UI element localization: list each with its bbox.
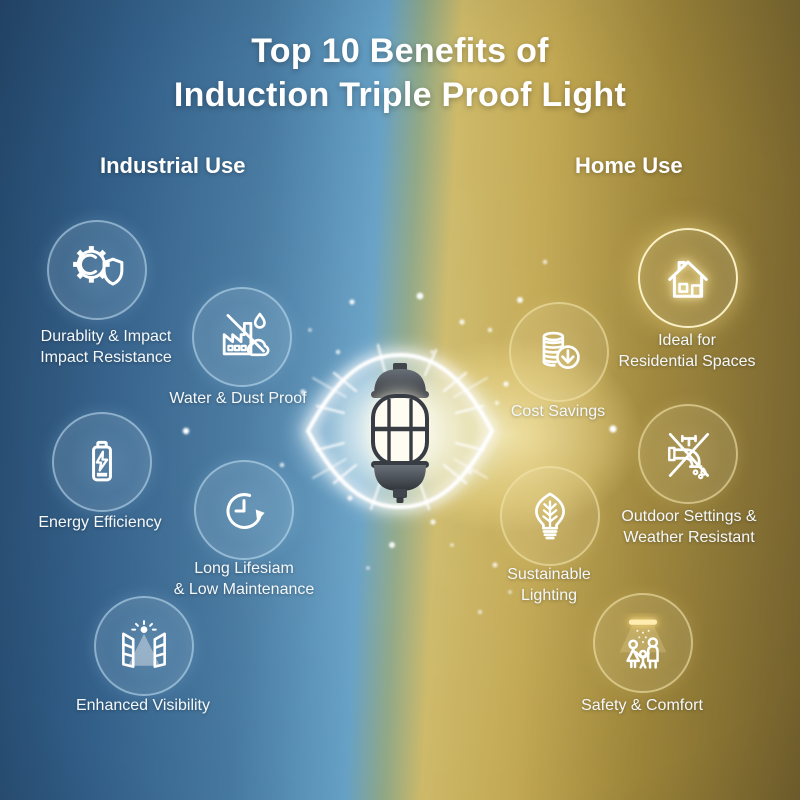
- section-header-industrial: Industrial Use: [100, 153, 246, 178]
- starburst-rays: [312, 343, 488, 511]
- benefit-savings-label: Cost Savings: [510, 403, 606, 420]
- no-water-faucet-icon: [658, 424, 718, 484]
- benefit-waterproof-label: Water & Dust Proof: [169, 390, 307, 407]
- family-light-icon: [619, 619, 667, 673]
- flare-left: [155, 427, 218, 435]
- benefit-outdoor-node: [638, 404, 738, 504]
- lens-outline: [305, 352, 495, 510]
- benefit-sustainable-label: Sustainable Lighting: [507, 566, 591, 605]
- benefit-visibility-node: [94, 596, 194, 696]
- benefit-waterproof-node: [192, 287, 292, 387]
- benefit-residential-node: [638, 228, 738, 328]
- page-title: Top 10 Benefits of Induction Triple Proo…: [0, 30, 800, 117]
- eco-bulb-icon: [520, 486, 580, 546]
- core-glow-bloom: [300, 330, 500, 530]
- benefit-sustainable-node: [500, 466, 600, 566]
- benefit-lifespan-node: [194, 460, 294, 560]
- benefit-energy-node: [52, 412, 152, 512]
- coins-savings-icon: [529, 322, 589, 382]
- house-icon: [658, 248, 718, 308]
- benefit-lifespan-label: Long Lifesiam & Low Maintenance: [173, 560, 315, 599]
- triple-proof-lamp: [371, 363, 429, 503]
- benefit-safety-label: Safety & Comfort: [581, 697, 703, 714]
- gear-shield-icon: [67, 240, 127, 300]
- benefit-savings-node: [509, 302, 609, 402]
- title-line-2: Induction Triple Proof Light: [173, 75, 627, 114]
- clock-history-icon: [214, 480, 265, 540]
- benefit-safety-node: [593, 593, 693, 693]
- benefit-outdoor-label: Outdoor Settings & Weather Resistant: [621, 508, 757, 547]
- section-header-home: Home Use: [575, 153, 683, 178]
- lens-glow: [303, 350, 497, 512]
- benefit-durability-label: Durablity & Impact Impact Resistance: [40, 328, 172, 367]
- battery-energy-icon: [72, 432, 132, 492]
- benefit-energy-label: Energy Efficiency: [38, 514, 162, 531]
- benefit-durability-node: [47, 220, 147, 320]
- title-line-1: Top 10 Benefits of: [251, 32, 549, 70]
- factory-waterproof-icon: [212, 307, 272, 367]
- benefit-residential-label: Ideal for Residential Spaces: [618, 332, 756, 371]
- benefit-visibility-label: Enhanced Visibility: [75, 697, 210, 714]
- light-visibility-icon: [114, 616, 174, 676]
